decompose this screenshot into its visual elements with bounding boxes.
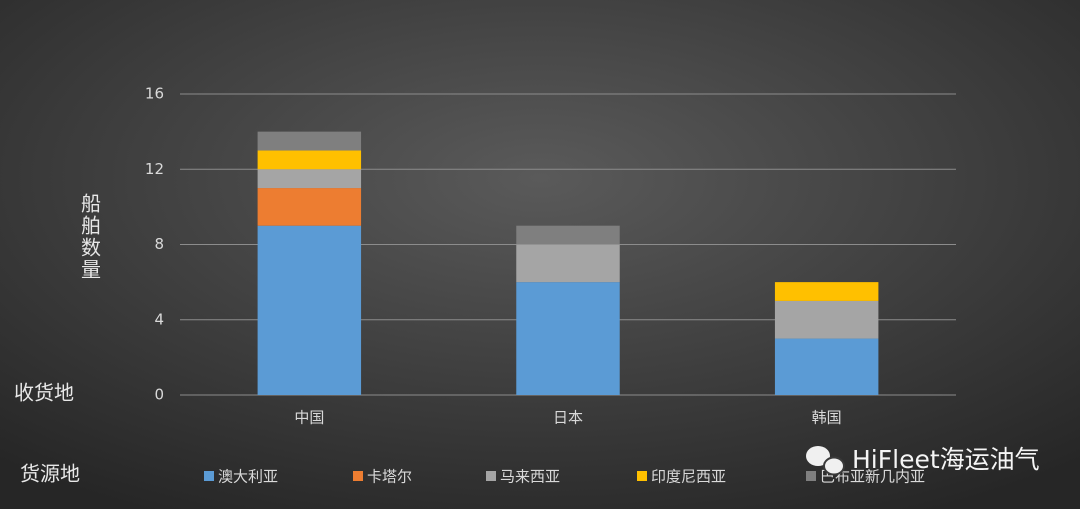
y-axis-label: 船舶数量 <box>78 193 102 281</box>
bar-segment <box>257 225 362 395</box>
legend-swatch <box>204 471 214 481</box>
y-tick-label: 0 <box>154 386 164 404</box>
bar-segment <box>257 169 362 189</box>
y-tick-label: 8 <box>154 235 164 253</box>
legend-swatch <box>806 471 816 481</box>
legend-label: 巴布亚新几内亚 <box>820 468 925 486</box>
legend-swatch <box>486 471 496 481</box>
legend-label: 澳大利亚 <box>218 468 278 486</box>
bar-segment <box>516 225 620 245</box>
bar-segment <box>257 131 362 151</box>
x-tick-label: 中国 <box>294 409 324 427</box>
bar-segment <box>257 188 362 226</box>
legend-label: 马来西亚 <box>500 468 560 486</box>
legend-title: 货源地 <box>20 462 80 486</box>
x-axis-label: 收货地 <box>14 381 74 405</box>
x-tick-label: 韩国 <box>812 409 842 427</box>
bar-segment <box>516 244 620 283</box>
legend-swatch <box>637 471 647 481</box>
legend-swatch <box>353 471 363 481</box>
y-tick-label: 12 <box>145 160 164 178</box>
legend-label: 印度尼西亚 <box>651 468 726 486</box>
x-tick-label: 日本 <box>553 409 583 427</box>
y-tick-label: 4 <box>154 310 164 328</box>
watermark: HiFleet海运油气 <box>852 445 1040 474</box>
y-tick-label: 16 <box>145 85 164 103</box>
bar-segment <box>257 150 362 170</box>
watermark-icon <box>806 446 845 476</box>
bar-segment <box>516 282 620 395</box>
bar-segment <box>774 282 879 301</box>
bar-segment <box>774 300 879 339</box>
legend-label: 卡塔尔 <box>367 468 412 486</box>
bar-segment <box>774 338 879 395</box>
